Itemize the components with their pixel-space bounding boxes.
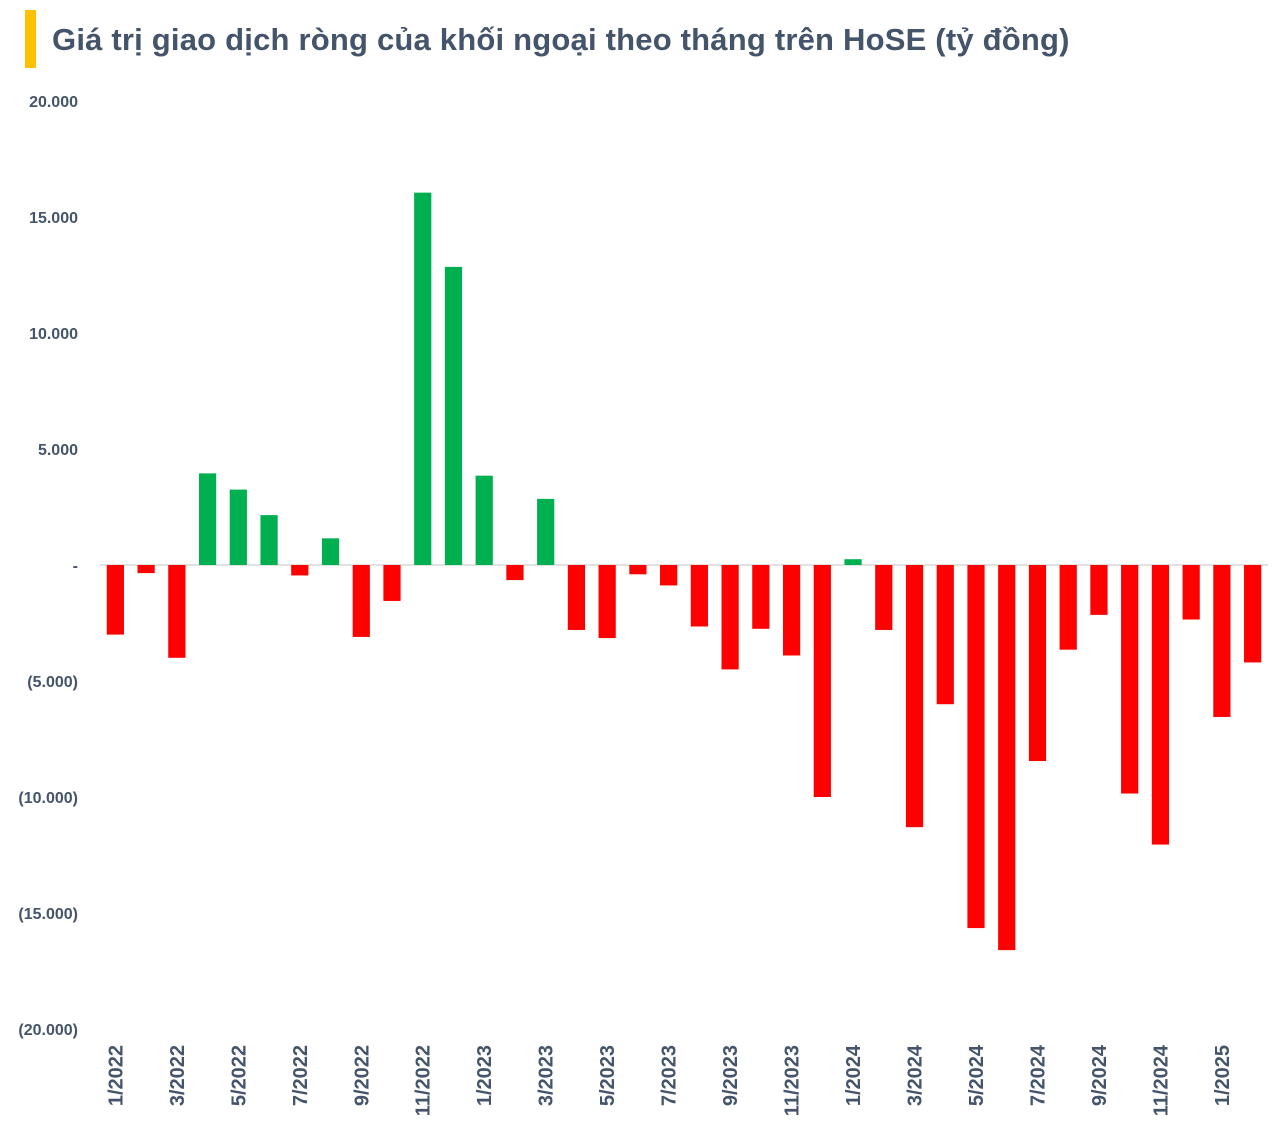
bar-1-2023 [475, 475, 493, 565]
x-tick-label: 3/2022 [167, 1045, 189, 1106]
y-tick-label: (20.000) [18, 1022, 78, 1039]
bar-6-2023 [629, 565, 647, 575]
x-tick-label: 7/2022 [290, 1045, 312, 1106]
x-tick-label: 3/2023 [536, 1045, 558, 1106]
x-tick-label: 7/2023 [659, 1045, 681, 1106]
bar-5-2024 [967, 565, 985, 929]
bar-2-2024 [875, 565, 893, 630]
x-tick-label: 7/2024 [1027, 1044, 1049, 1106]
bar-4-2023 [567, 565, 586, 630]
bar-9-2022 [352, 565, 370, 637]
x-tick-label: 11/2022 [413, 1045, 435, 1116]
bar-1-2025 [1213, 565, 1231, 717]
bar-4-2022 [198, 473, 217, 565]
bar-8-2022 [321, 538, 340, 565]
bar-10-2022 [383, 565, 401, 601]
x-tick-label: 5/2022 [228, 1045, 250, 1106]
x-tick-label: 9/2024 [1089, 1044, 1111, 1106]
y-tick-label: 10.000 [29, 326, 78, 343]
x-tick-label: 5/2023 [597, 1045, 619, 1106]
x-tick-label: 11/2023 [782, 1045, 804, 1116]
y-tick-label: - [73, 558, 78, 575]
x-tick-label: 1/2022 [105, 1045, 127, 1106]
bar-2-2023 [506, 565, 524, 581]
bar-6-2024 [998, 565, 1016, 951]
bar-5-2023 [598, 565, 616, 639]
bar-11-2022 [414, 192, 432, 565]
bar-12-2024 [1182, 565, 1200, 620]
bar-9-2024 [1090, 565, 1108, 615]
bar-5-2022 [229, 489, 247, 565]
chart-title: Giá trị giao dịch ròng của khối ngoại th… [52, 22, 1070, 57]
x-tick-label: 1/2024 [843, 1044, 865, 1106]
bar-7-2022 [291, 565, 309, 576]
y-tick-label: 20.000 [29, 94, 78, 111]
x-tick-label: 5/2024 [966, 1044, 988, 1106]
bar-8-2024 [1059, 565, 1077, 650]
y-tick-label: 5.000 [38, 442, 78, 459]
bar-6-2022 [260, 515, 278, 565]
bar-10-2023 [752, 565, 770, 629]
x-tick-label: 9/2023 [720, 1045, 742, 1106]
bar-2-2022 [137, 565, 155, 574]
x-tick-label: 11/2024 [1150, 1044, 1172, 1116]
bar-3-2022 [168, 565, 186, 658]
y-tick-label: (15.000) [18, 906, 78, 923]
bar-11-2024 [1151, 565, 1170, 845]
bar-12-2023 [813, 565, 831, 797]
y-tick-label: (5.000) [27, 674, 78, 691]
title-accent-bar [25, 10, 36, 68]
bar-7-2024 [1028, 565, 1047, 762]
bar-7-2023 [660, 565, 678, 586]
bar-4-2024 [936, 565, 954, 705]
bar-1-2022 [106, 565, 124, 635]
bar-3-2024 [905, 565, 924, 828]
bar-9-2023 [721, 565, 739, 670]
x-tick-label: 3/2024 [905, 1044, 927, 1106]
bar-8-2023 [690, 565, 708, 627]
bar-2-2025 [1244, 565, 1262, 663]
bar-12-2022 [444, 266, 463, 565]
x-tick-label: 9/2022 [351, 1045, 373, 1106]
y-tick-label: 15.000 [29, 210, 78, 227]
x-tick-label: 1/2023 [474, 1045, 496, 1106]
bar-11-2023 [782, 565, 801, 656]
bar-10-2024 [1121, 565, 1139, 794]
y-tick-label: (10.000) [18, 790, 78, 807]
bar-3-2023 [537, 498, 555, 565]
x-tick-label: 1/2025 [1212, 1045, 1234, 1106]
bar-1-2024 [844, 559, 862, 565]
